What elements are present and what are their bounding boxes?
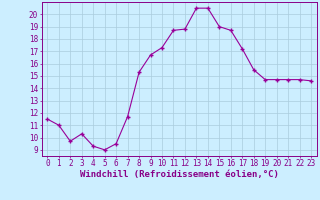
X-axis label: Windchill (Refroidissement éolien,°C): Windchill (Refroidissement éolien,°C) bbox=[80, 170, 279, 179]
